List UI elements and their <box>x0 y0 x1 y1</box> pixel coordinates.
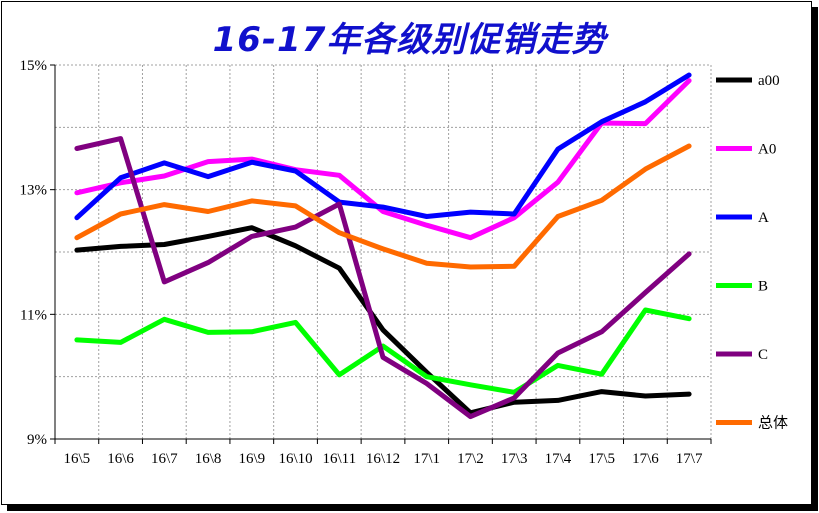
x-tick-label: 17\4 <box>545 451 572 467</box>
x-tick-label: 16\11 <box>322 451 356 467</box>
x-tick-label: 17\3 <box>501 451 528 467</box>
x-tick-label: 16\8 <box>195 451 222 467</box>
legend-label: C <box>758 347 768 363</box>
legend-label: a00 <box>758 73 780 89</box>
x-tick-label: 16\6 <box>107 451 134 467</box>
x-tick-label: 16\9 <box>238 451 265 467</box>
series-line-3 <box>74 307 692 395</box>
x-tick-label: 16\12 <box>366 451 400 467</box>
series-line-2 <box>74 72 692 221</box>
axes: 9% 11% 13% 15% 16\5 16\6 16\7 16\8 16\9 16\10 16\1… <box>20 58 712 467</box>
x-tick-label: 16\10 <box>278 451 312 467</box>
x-tick-label: 17\2 <box>457 451 484 467</box>
legend-label: B <box>758 279 768 295</box>
series-line-0 <box>74 225 692 416</box>
y-tick-label: 15% <box>20 58 48 74</box>
series-line-4 <box>74 136 692 420</box>
y-tick-label: 11% <box>20 307 47 323</box>
series-group <box>74 72 692 420</box>
x-tick-label: 16\5 <box>64 451 91 467</box>
legend-label: A <box>758 210 769 226</box>
legend-label: 总体 <box>758 415 788 432</box>
series-line-5 <box>74 143 692 270</box>
x-tick-label: 17\1 <box>413 451 440 467</box>
x-tick-label: 17\7 <box>676 451 703 467</box>
x-tick-label: 17\5 <box>588 451 615 467</box>
legend-label: A0 <box>758 142 776 158</box>
x-tick-label: 16\7 <box>151 451 178 467</box>
legend: a00 A0 A B C 总体 <box>716 73 788 432</box>
y-tick-label: 13% <box>20 183 48 199</box>
chart-title: 16-17年各级别促销走势 <box>212 20 607 60</box>
x-tick-label: 17\6 <box>632 451 659 467</box>
y-tick-label: 9% <box>27 432 47 448</box>
series-line-1 <box>74 78 692 241</box>
